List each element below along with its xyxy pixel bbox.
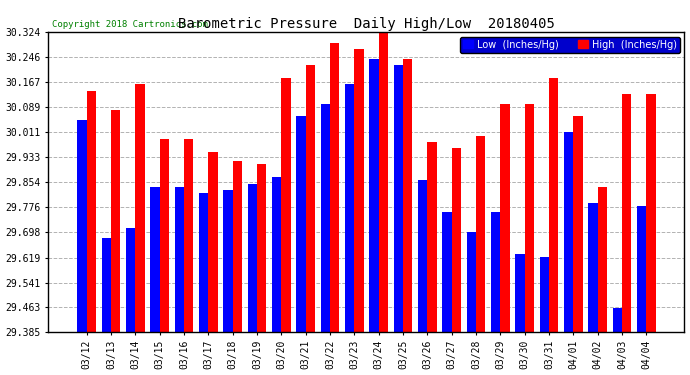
Bar xyxy=(491,213,500,332)
Bar xyxy=(330,43,339,332)
Bar xyxy=(272,177,282,332)
Bar xyxy=(427,142,437,332)
Bar xyxy=(622,94,631,332)
Bar xyxy=(573,117,582,332)
Title: Barometric Pressure  Daily High/Low  20180405: Barometric Pressure Daily High/Low 20180… xyxy=(178,17,555,31)
Bar xyxy=(589,203,598,332)
Bar xyxy=(101,238,111,332)
Bar xyxy=(549,78,558,332)
Bar xyxy=(345,84,354,332)
Bar xyxy=(637,206,647,332)
Bar xyxy=(442,213,452,332)
Bar xyxy=(77,120,87,332)
Bar xyxy=(394,65,403,332)
Bar xyxy=(208,152,217,332)
Bar xyxy=(403,59,412,332)
Bar xyxy=(87,91,96,332)
Bar xyxy=(466,232,476,332)
Bar xyxy=(515,254,524,332)
Text: Copyright 2018 Cartronics.com: Copyright 2018 Cartronics.com xyxy=(52,20,208,29)
Bar xyxy=(418,180,427,332)
Bar xyxy=(199,193,208,332)
Bar xyxy=(135,84,144,332)
Bar xyxy=(598,187,607,332)
Bar xyxy=(297,117,306,332)
Bar xyxy=(111,110,120,332)
Bar xyxy=(452,148,461,332)
Bar xyxy=(248,184,257,332)
Bar xyxy=(159,139,169,332)
Bar xyxy=(500,104,509,332)
Bar xyxy=(647,94,656,332)
Bar xyxy=(613,308,622,332)
Bar xyxy=(184,139,193,332)
Bar xyxy=(150,187,159,332)
Bar xyxy=(257,165,266,332)
Bar xyxy=(126,228,135,332)
Bar xyxy=(564,132,573,332)
Bar xyxy=(233,161,242,332)
Bar xyxy=(354,49,364,332)
Bar xyxy=(476,136,485,332)
Bar xyxy=(379,30,388,332)
Legend: Low  (Inches/Hg), High  (Inches/Hg): Low (Inches/Hg), High (Inches/Hg) xyxy=(460,37,680,52)
Bar xyxy=(369,59,379,332)
Bar xyxy=(282,78,290,332)
Bar xyxy=(175,187,184,332)
Bar xyxy=(321,104,330,332)
Bar xyxy=(306,65,315,332)
Bar xyxy=(540,257,549,332)
Bar xyxy=(524,104,534,332)
Bar xyxy=(224,190,233,332)
